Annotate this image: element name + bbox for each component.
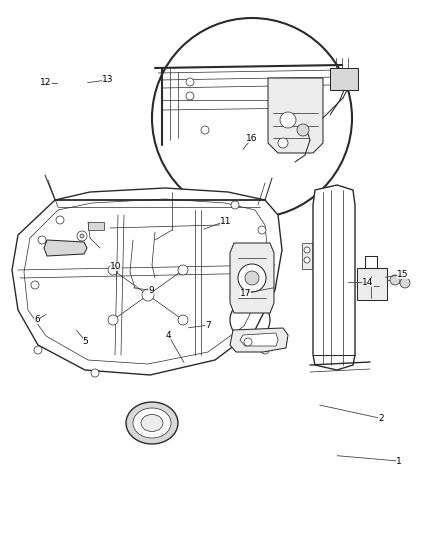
Circle shape xyxy=(244,338,252,346)
Text: 12: 12 xyxy=(40,78,52,87)
Circle shape xyxy=(280,112,296,128)
Circle shape xyxy=(178,315,188,325)
Text: 11: 11 xyxy=(220,217,231,225)
Circle shape xyxy=(231,201,239,209)
Text: 9: 9 xyxy=(148,286,154,295)
Circle shape xyxy=(201,126,209,134)
Circle shape xyxy=(178,265,188,275)
Circle shape xyxy=(38,236,46,244)
Text: 2: 2 xyxy=(378,414,384,423)
Ellipse shape xyxy=(133,408,171,438)
Circle shape xyxy=(142,289,154,301)
Text: 13: 13 xyxy=(102,76,113,84)
Circle shape xyxy=(390,275,400,285)
Text: 15: 15 xyxy=(397,270,409,279)
Polygon shape xyxy=(230,328,288,352)
Text: 16: 16 xyxy=(246,134,258,143)
Text: 14: 14 xyxy=(362,278,374,287)
Bar xyxy=(330,68,358,90)
Circle shape xyxy=(258,226,266,234)
Circle shape xyxy=(186,78,194,86)
Circle shape xyxy=(77,231,87,241)
Circle shape xyxy=(31,281,39,289)
Text: 4: 4 xyxy=(166,332,171,340)
Polygon shape xyxy=(240,333,278,346)
Text: 10: 10 xyxy=(110,262,122,271)
Circle shape xyxy=(56,216,64,224)
Circle shape xyxy=(400,278,410,288)
Circle shape xyxy=(261,346,269,354)
Circle shape xyxy=(108,265,118,275)
Circle shape xyxy=(304,257,310,263)
Circle shape xyxy=(238,264,266,292)
Circle shape xyxy=(186,92,194,100)
Circle shape xyxy=(304,247,310,253)
Bar xyxy=(302,243,312,269)
Bar xyxy=(88,222,104,230)
Circle shape xyxy=(91,369,99,377)
Polygon shape xyxy=(44,240,87,256)
Polygon shape xyxy=(12,188,282,375)
Text: 7: 7 xyxy=(205,321,211,329)
Ellipse shape xyxy=(126,402,178,444)
Polygon shape xyxy=(313,185,355,370)
Text: 17: 17 xyxy=(240,289,251,297)
Ellipse shape xyxy=(141,415,163,432)
Circle shape xyxy=(80,234,84,238)
Circle shape xyxy=(108,315,118,325)
Polygon shape xyxy=(230,243,274,313)
Text: 6: 6 xyxy=(34,316,40,324)
Bar xyxy=(357,268,387,300)
Circle shape xyxy=(278,138,288,148)
Circle shape xyxy=(245,271,259,285)
Polygon shape xyxy=(268,78,323,153)
Text: 5: 5 xyxy=(82,337,88,345)
Circle shape xyxy=(34,346,42,354)
Circle shape xyxy=(152,18,352,218)
Text: 1: 1 xyxy=(396,457,402,465)
Circle shape xyxy=(297,124,309,136)
